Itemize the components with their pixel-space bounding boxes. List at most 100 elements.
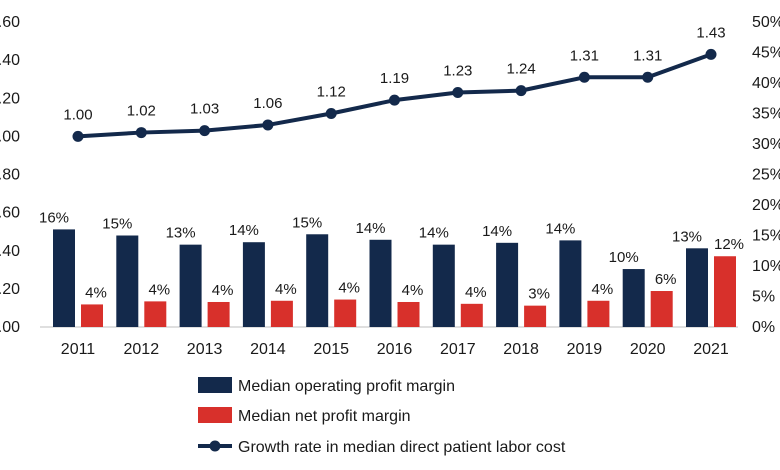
net-margin-data-label: 4%: [275, 281, 297, 298]
left-axis-tick-label: 1.20: [0, 90, 20, 107]
labor-cost-growth-point: [72, 130, 84, 142]
operating-margin-data-label: 10%: [609, 249, 639, 266]
left-axis-tick-label: 0.00: [0, 319, 20, 336]
left-axis-tick-label: 0.40: [0, 243, 20, 260]
left-axis-tick-label: 1.60: [0, 14, 20, 31]
labor-cost-growth-point: [325, 108, 337, 119]
labor-cost-growth-point: [452, 87, 464, 99]
net-margin-data-label: 4%: [465, 284, 487, 301]
left-axis-tick-label: 0.80: [0, 167, 20, 184]
operating-margin-bar: [53, 229, 75, 327]
right-axis-tick-label: 25%: [752, 167, 780, 184]
x-axis-category-label: 2012: [124, 341, 160, 358]
operating-margin-data-label: 13%: [672, 228, 702, 245]
left-axis-tick-label: 1.00: [0, 128, 20, 145]
left-axis-tick-label: 0.20: [0, 281, 20, 298]
x-axis-category-label: 2011: [61, 341, 96, 358]
labor-cost-growth-data-label: 1.31: [570, 47, 599, 64]
net-margin-data-label: 4%: [338, 280, 360, 297]
x-axis-category-label: 2015: [313, 341, 349, 358]
operating-margin-bar: [432, 244, 455, 327]
operating-margin-data-label: 14%: [482, 223, 512, 240]
operating-margin-data-label: 16%: [39, 209, 69, 226]
labor-cost-growth-point: [705, 48, 717, 60]
x-axis-category-label: 2021: [693, 341, 729, 358]
net-margin-bar: [397, 301, 420, 327]
operating-margin-data-label: 15%: [102, 216, 132, 233]
labor-cost-growth-data-label: 1.31: [633, 47, 662, 64]
legend-label-net-margin: Median net profit margin: [238, 408, 411, 425]
right-axis-tick-label: 35%: [752, 106, 780, 123]
operating-margin-bar: [559, 240, 582, 327]
net-margin-data-label: 4%: [592, 281, 614, 298]
net-margin-bar: [144, 301, 167, 327]
labor-cost-growth-data-label: 1.02: [127, 103, 156, 120]
x-axis-category-label: 2013: [187, 341, 223, 358]
operating-margin-data-label: 13%: [166, 225, 196, 242]
operating-margin-data-label: 14%: [419, 225, 449, 242]
labor-cost-growth-data-label: 1.12: [317, 84, 346, 101]
net-margin-bar: [460, 303, 483, 327]
x-axis-category-label: 2014: [250, 341, 286, 358]
x-axis-category-label: 2017: [440, 341, 476, 358]
labor-cost-growth-point: [262, 119, 274, 131]
operating-margin-bar: [686, 248, 708, 327]
x-axis-category-label: 2016: [377, 341, 413, 358]
x-axis-category-label: 2020: [630, 341, 666, 358]
operating-margin-bar: [622, 269, 645, 327]
operating-margin-bar: [496, 242, 519, 327]
net-margin-bar: [270, 300, 293, 327]
net-margin-data-label: 4%: [402, 282, 424, 299]
net-margin-bar: [81, 304, 103, 327]
operating-margin-bar: [179, 244, 202, 327]
net-margin-bar: [650, 291, 673, 327]
right-axis-tick-label: 30%: [752, 136, 780, 153]
operating-margin-data-label: 15%: [292, 214, 322, 231]
operating-margin-data-label: 14%: [355, 220, 385, 237]
x-axis-category-label: 2019: [567, 341, 603, 358]
labor-cost-growth-data-label: 1.00: [63, 106, 92, 123]
right-axis-tick-label: 45%: [752, 45, 780, 62]
left-axis-tick-label: 1.40: [0, 52, 20, 69]
net-margin-bar: [587, 300, 610, 327]
legend-label-operating-margin: Median operating profit margin: [238, 378, 455, 395]
operating-margin-data-label: 14%: [229, 222, 259, 239]
labor-cost-growth-data-label: 1.06: [253, 95, 282, 112]
right-axis-tick-label: 50%: [752, 14, 780, 31]
net-margin-data-label: 12%: [714, 236, 744, 253]
legend-swatch-labor-cost-marker: [209, 440, 221, 452]
operating-margin-bar: [116, 235, 139, 327]
net-margin-bar: [524, 305, 547, 327]
labor-cost-growth-data-label: 1.24: [506, 61, 535, 78]
right-axis-tick-label: 15%: [752, 228, 780, 245]
legend-swatch-net-margin: [198, 407, 232, 423]
net-margin-data-label: 4%: [212, 282, 234, 299]
labor-cost-growth-point: [515, 85, 527, 97]
labor-cost-growth-point: [199, 125, 211, 137]
operating-margin-bar: [369, 239, 392, 327]
legend-swatch-operating-margin: [198, 377, 232, 393]
labor-cost-growth-point: [578, 71, 590, 83]
net-margin-data-label: 4%: [148, 281, 170, 298]
labor-cost-growth-data-label: 1.23: [443, 63, 472, 80]
labor-cost-growth-data-label: 1.43: [696, 24, 725, 41]
legend-label-labor-cost-growth: Growth rate in median direct patient lab…: [238, 439, 566, 456]
net-margin-bar: [714, 256, 736, 327]
right-axis-tick-label: 10%: [752, 258, 780, 275]
right-axis-tick-label: 20%: [752, 197, 780, 214]
net-margin-data-label: 4%: [85, 284, 107, 301]
operating-margin-bar: [306, 234, 329, 327]
left-axis-tick-label: 0.60: [0, 205, 20, 222]
labor-cost-growth-data-label: 1.19: [380, 70, 409, 87]
net-margin-data-label: 6%: [655, 271, 677, 288]
x-axis-category-label: 2018: [503, 341, 539, 358]
net-margin-bar: [207, 301, 230, 327]
labor-cost-growth-point: [389, 94, 400, 106]
net-margin-data-label: 3%: [528, 286, 550, 303]
right-axis-tick-label: 40%: [752, 75, 780, 92]
net-margin-bar: [334, 299, 357, 327]
labor-cost-growth-point: [135, 127, 147, 139]
right-axis-tick-label: 5%: [752, 289, 775, 306]
